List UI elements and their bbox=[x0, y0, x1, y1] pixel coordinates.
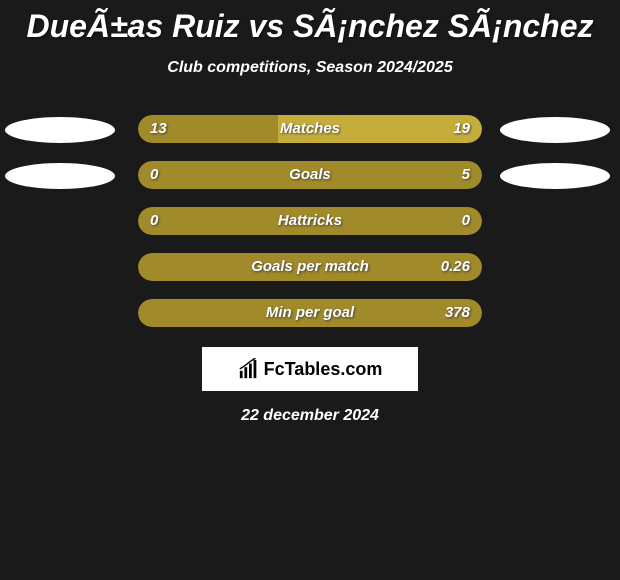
stat-value-right: 378 bbox=[445, 299, 470, 327]
stat-label: Goals bbox=[138, 161, 482, 189]
player-left-ellipse bbox=[5, 163, 115, 189]
stat-row: 0Goals5 bbox=[0, 161, 620, 191]
date-text: 22 december 2024 bbox=[0, 407, 620, 425]
stat-value-right: 0.26 bbox=[441, 253, 470, 281]
footer-brand-badge: FcTables.com bbox=[202, 347, 418, 391]
player-right-ellipse bbox=[500, 163, 610, 189]
stat-value-right: 0 bbox=[462, 207, 470, 235]
chart-icon bbox=[238, 358, 260, 380]
stat-bar: 0Hattricks0 bbox=[138, 207, 482, 235]
stat-value-right: 5 bbox=[462, 161, 470, 189]
stat-bar: 0Goals5 bbox=[138, 161, 482, 189]
player-left-ellipse bbox=[5, 117, 115, 143]
stat-row: 13Matches19 bbox=[0, 115, 620, 145]
page-title: DueÃ±as Ruiz vs SÃ¡nchez SÃ¡nchez bbox=[0, 0, 620, 45]
player-right-ellipse bbox=[500, 117, 610, 143]
stat-bar: Goals per match0.26 bbox=[138, 253, 482, 281]
footer-brand-inner: FcTables.com bbox=[204, 349, 416, 389]
subtitle: Club competitions, Season 2024/2025 bbox=[0, 59, 620, 77]
stat-row: Goals per match0.26 bbox=[0, 253, 620, 283]
stat-row: Min per goal378 bbox=[0, 299, 620, 329]
stat-bar: 13Matches19 bbox=[138, 115, 482, 143]
stat-label: Hattricks bbox=[138, 207, 482, 235]
stat-bar: Min per goal378 bbox=[138, 299, 482, 327]
stat-row: 0Hattricks0 bbox=[0, 207, 620, 237]
stat-value-right: 19 bbox=[453, 115, 470, 143]
footer-brand-text: FcTables.com bbox=[264, 359, 383, 380]
stats-container: 13Matches190Goals50Hattricks0Goals per m… bbox=[0, 115, 620, 329]
stat-label: Goals per match bbox=[138, 253, 482, 281]
stat-label: Min per goal bbox=[138, 299, 482, 327]
stat-label: Matches bbox=[138, 115, 482, 143]
